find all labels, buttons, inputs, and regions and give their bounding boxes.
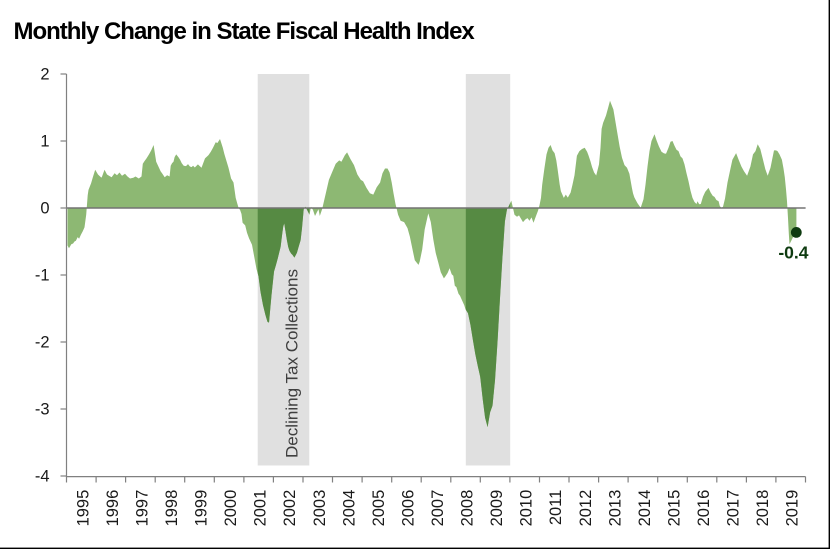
svg-text:2005: 2005 <box>370 490 388 527</box>
svg-text:1998: 1998 <box>163 490 181 527</box>
svg-text:2018: 2018 <box>754 490 772 527</box>
svg-text:2017: 2017 <box>725 490 743 527</box>
svg-text:2002: 2002 <box>281 490 299 527</box>
svg-text:2010: 2010 <box>518 490 536 527</box>
svg-text:-3: -3 <box>35 401 50 419</box>
svg-text:1: 1 <box>40 133 49 151</box>
svg-text:1999: 1999 <box>193 490 211 527</box>
svg-text:-4: -4 <box>35 468 50 486</box>
svg-text:1996: 1996 <box>104 490 122 527</box>
svg-text:2004: 2004 <box>340 490 358 527</box>
svg-text:2011: 2011 <box>547 490 565 525</box>
svg-text:2006: 2006 <box>399 490 417 527</box>
svg-text:1995: 1995 <box>74 490 92 527</box>
svg-text:2016: 2016 <box>695 490 713 527</box>
svg-text:2008: 2008 <box>459 490 477 527</box>
svg-text:0: 0 <box>40 200 49 218</box>
svg-text:2000: 2000 <box>222 490 240 527</box>
svg-text:-2: -2 <box>35 334 50 352</box>
svg-text:2: 2 <box>40 66 49 84</box>
svg-text:2013: 2013 <box>606 490 624 527</box>
svg-text:-1: -1 <box>35 267 50 285</box>
svg-text:2019: 2019 <box>784 490 802 527</box>
svg-text:2003: 2003 <box>311 490 329 527</box>
svg-text:-0.4: -0.4 <box>778 243 808 263</box>
svg-text:2001: 2001 <box>252 490 270 527</box>
svg-text:2012: 2012 <box>577 490 595 527</box>
svg-text:2014: 2014 <box>636 490 654 527</box>
svg-text:2015: 2015 <box>666 490 684 527</box>
svg-text:2009: 2009 <box>488 490 506 527</box>
svg-text:1997: 1997 <box>133 490 151 527</box>
svg-text:2007: 2007 <box>429 490 447 527</box>
svg-text:Declining Tax Collections: Declining Tax Collections <box>284 269 302 458</box>
